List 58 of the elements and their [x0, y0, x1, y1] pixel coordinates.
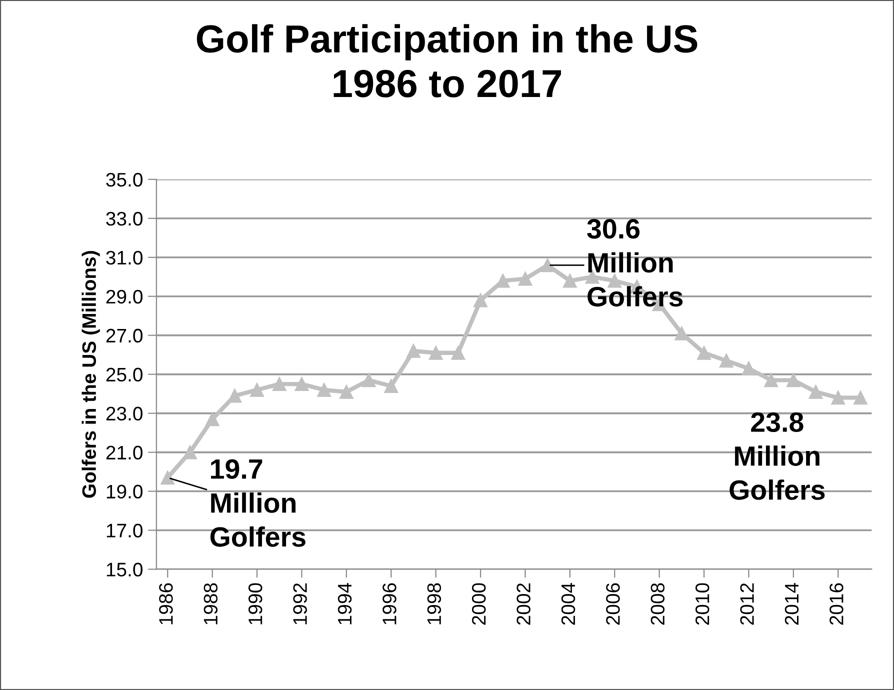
x-tick-label: 1996: [382, 583, 396, 624]
x-tick-label: 1986: [159, 583, 173, 624]
point: [742, 362, 756, 376]
x-tick-label: 2000: [472, 583, 486, 625]
y-tick-label: 27.0: [106, 328, 142, 343]
point: [183, 445, 197, 460]
y-tick-label: 19.0: [106, 484, 142, 499]
x-tick-label: 2016: [830, 583, 844, 625]
y-tick-label: 23.0: [106, 406, 142, 421]
x-tick-label: 1988: [204, 583, 218, 624]
point: [540, 258, 555, 272]
x-tick-label: 1992: [293, 583, 307, 624]
y-tick-label: 21.0: [106, 446, 142, 460]
point: [854, 390, 868, 405]
point: [697, 346, 711, 360]
y-tick-label: 25.0: [106, 368, 142, 382]
x-tick-label: 2014: [784, 583, 799, 625]
y-tick-label: 35.0: [106, 172, 142, 187]
point: [317, 382, 332, 397]
point: [160, 470, 175, 485]
annotation: 23.8 Million Golfers: [730, 412, 825, 500]
x-tick-label: 2006: [606, 583, 620, 625]
y-tick-label: 31.0: [106, 250, 142, 265]
x-tick-label: 2002: [516, 583, 530, 625]
point: [250, 382, 264, 397]
point: [831, 390, 846, 405]
annotation: 30.6 Million Golfers: [587, 219, 683, 307]
x-tick-label: 2010: [695, 583, 710, 625]
point: [719, 354, 734, 368]
y-tick-label: 33.0: [106, 212, 142, 226]
x-tick-label: 2004: [561, 583, 576, 625]
point: [294, 377, 309, 392]
x-tick-label: 2008: [650, 583, 665, 625]
y-axis-title: Golfers in the US (Millions): [82, 251, 100, 498]
x-tick-label: 1998: [427, 583, 442, 624]
annotation: 19.7 Million Golfers: [210, 459, 306, 547]
point: [451, 346, 466, 360]
point: [272, 377, 286, 392]
point: [518, 272, 532, 286]
point: [205, 412, 220, 426]
point: [786, 373, 800, 388]
point: [362, 373, 376, 388]
point: [474, 293, 488, 308]
x-tick-label: 1990: [248, 583, 262, 624]
y-tick-label: 29.0: [106, 290, 142, 304]
point: [406, 344, 420, 358]
x-tick-label: 2012: [740, 583, 754, 625]
point: [339, 384, 354, 399]
chart-title: Golf Participation in the US 1986 to 2017: [196, 24, 698, 98]
point: [808, 384, 823, 399]
y-tick-label: 17.0: [106, 524, 142, 538]
point: [428, 346, 443, 360]
y-tick-label: 15.0: [106, 562, 142, 576]
x-tick-label: 1994: [338, 583, 352, 624]
point: [764, 373, 778, 388]
point: [228, 388, 242, 403]
point: [384, 379, 398, 393]
point: [562, 274, 577, 288]
